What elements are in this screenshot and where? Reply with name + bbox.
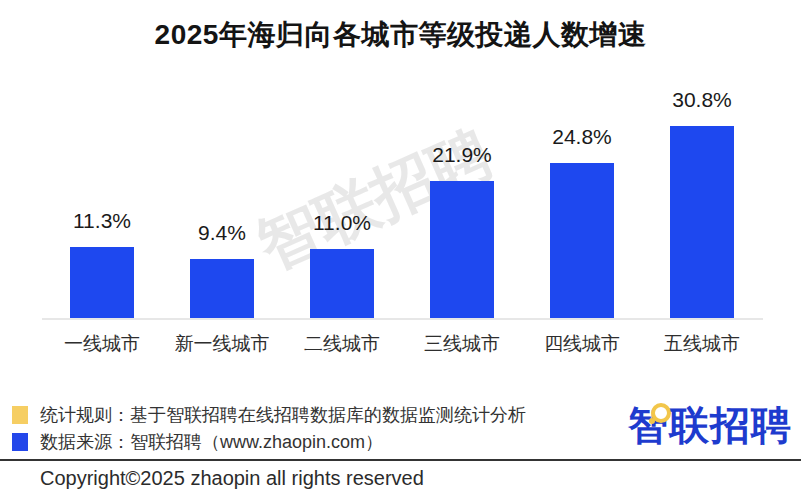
bar bbox=[550, 163, 614, 318]
note-rule-label: 统计规则：基于智联招聘在线招聘数据库的数据监测统计分析 bbox=[40, 403, 526, 427]
yellow-swatch-icon bbox=[12, 406, 28, 424]
x-axis-label: 一线城市 bbox=[42, 331, 162, 357]
copyright-text: Copyright©2025 zhaopin all rights reserv… bbox=[40, 467, 424, 490]
bar bbox=[310, 249, 374, 318]
bar-value-label: 11.3% bbox=[42, 209, 162, 233]
x-axis-line bbox=[42, 318, 763, 320]
bar-value-label: 24.8% bbox=[522, 125, 642, 149]
infographic-canvas: 2025年海归向各城市等级投递人数增速 智联招聘 11.3%一线城市9.4%新一… bbox=[0, 0, 801, 498]
x-axis-label: 四线城市 bbox=[522, 331, 642, 357]
logo-bubble-tail-icon bbox=[649, 418, 655, 424]
bar bbox=[70, 247, 134, 318]
source-notes: 统计规则：基于智联招聘在线招聘数据库的数据监测统计分析 数据来源：智联招聘（ww… bbox=[12, 401, 526, 455]
footer-divider bbox=[0, 459, 801, 461]
note-source-label: 数据来源：智联招聘（www.zhaopin.com） bbox=[40, 430, 383, 454]
bar bbox=[670, 126, 734, 318]
zhaopin-logo: 智联招聘 bbox=[628, 402, 798, 448]
blue-swatch-icon bbox=[12, 433, 28, 451]
note-row-rule: 统计规则：基于智联招聘在线招聘数据库的数据监测统计分析 bbox=[12, 401, 526, 428]
bar-value-label: 21.9% bbox=[402, 143, 522, 167]
x-axis-label: 二线城市 bbox=[282, 331, 402, 357]
bar bbox=[190, 259, 254, 318]
x-axis-label: 新一线城市 bbox=[162, 331, 282, 357]
bar bbox=[430, 181, 494, 318]
note-row-source: 数据来源：智联招聘（www.zhaopin.com） bbox=[12, 428, 526, 455]
x-axis-label: 五线城市 bbox=[642, 331, 762, 357]
bar-value-label: 9.4% bbox=[162, 221, 282, 245]
bar-value-label: 11.0% bbox=[282, 211, 402, 235]
bar-value-label: 30.8% bbox=[642, 88, 762, 112]
x-axis-label: 三线城市 bbox=[402, 331, 522, 357]
